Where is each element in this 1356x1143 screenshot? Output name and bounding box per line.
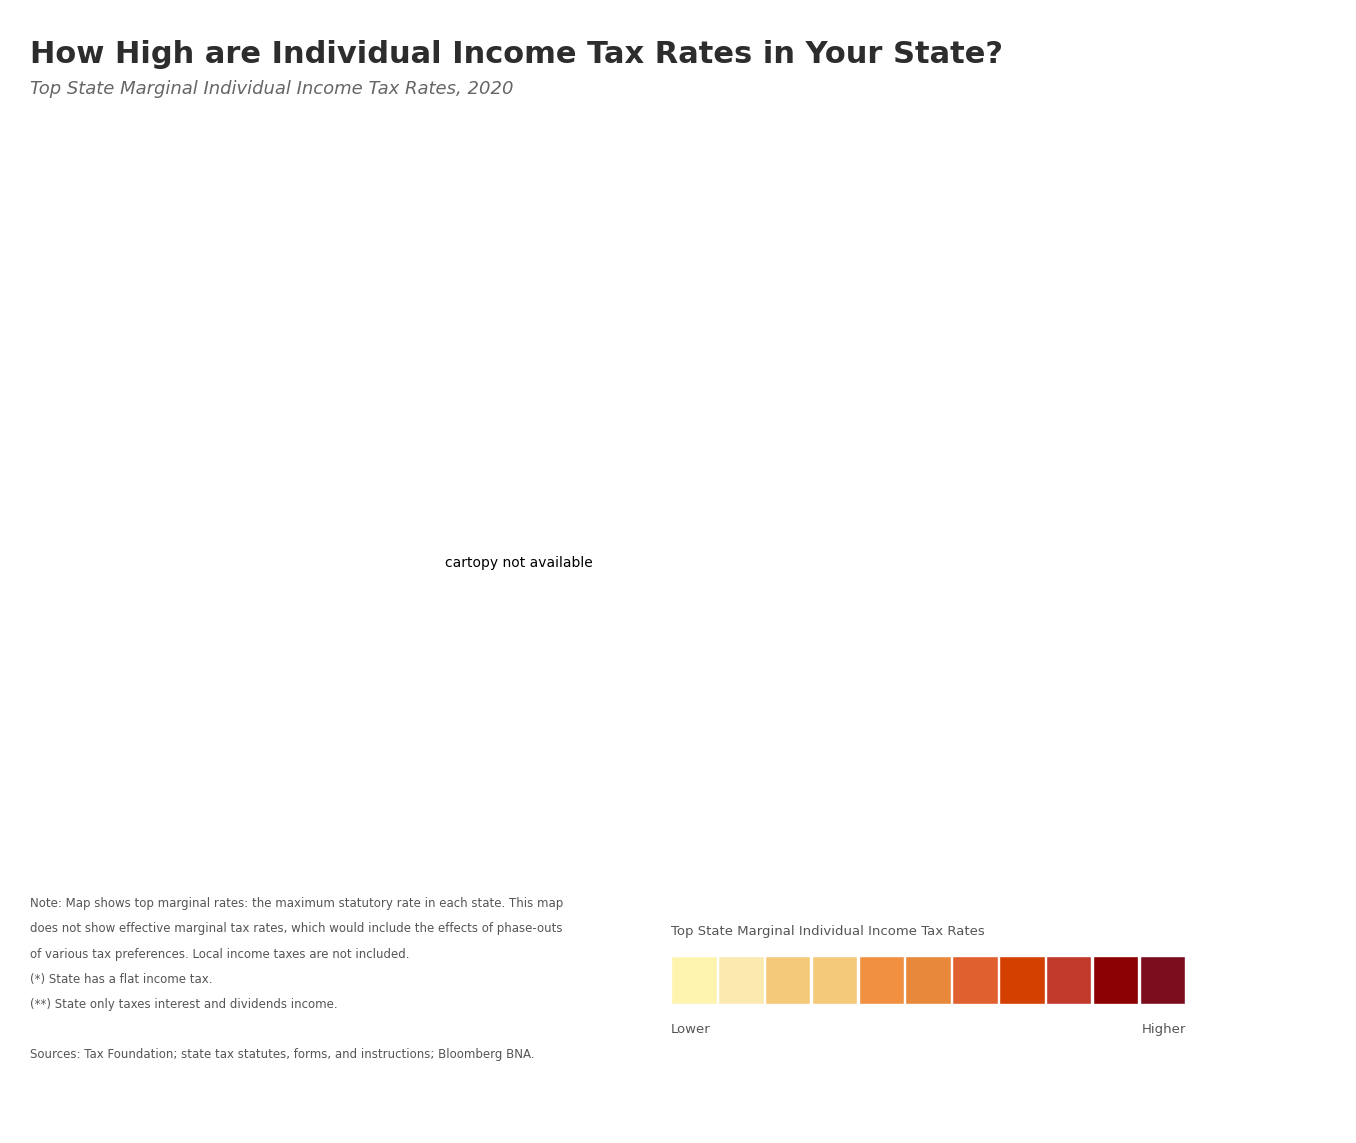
Bar xyxy=(906,956,951,1005)
Bar xyxy=(765,956,811,1005)
Bar xyxy=(999,956,1044,1005)
Text: Higher: Higher xyxy=(1142,1023,1186,1036)
Text: Sources: Tax Foundation; state tax statutes, forms, and instructions; Bloomberg : Sources: Tax Foundation; state tax statu… xyxy=(30,1048,534,1061)
Text: does not show effective marginal tax rates, which would include the effects of p: does not show effective marginal tax rat… xyxy=(30,922,563,935)
Text: cartopy not available: cartopy not available xyxy=(445,555,593,570)
Text: Note: Map shows top marginal rates: the maximum statutory rate in each state. Th: Note: Map shows top marginal rates: the … xyxy=(30,897,563,910)
Bar xyxy=(952,956,998,1005)
Bar xyxy=(671,956,717,1005)
Bar xyxy=(1093,956,1138,1005)
Text: TAX FOUNDATION: TAX FOUNDATION xyxy=(16,1094,224,1114)
Text: Top State Marginal Individual Income Tax Rates, 2020: Top State Marginal Individual Income Tax… xyxy=(30,80,514,98)
Text: Lower: Lower xyxy=(671,1023,711,1036)
Bar xyxy=(719,956,763,1005)
Bar xyxy=(1139,956,1185,1005)
Bar xyxy=(1045,956,1092,1005)
Text: Top State Marginal Individual Income Tax Rates: Top State Marginal Individual Income Tax… xyxy=(671,925,984,937)
Text: @TaxFoundation: @TaxFoundation xyxy=(1191,1095,1340,1113)
Text: How High are Individual Income Tax Rates in Your State?: How High are Individual Income Tax Rates… xyxy=(30,40,1003,69)
Text: (**) State only taxes interest and dividends income.: (**) State only taxes interest and divid… xyxy=(30,998,338,1010)
Text: (*) State has a flat income tax.: (*) State has a flat income tax. xyxy=(30,973,213,985)
Text: of various tax preferences. Local income taxes are not included.: of various tax preferences. Local income… xyxy=(30,948,410,960)
Bar xyxy=(858,956,904,1005)
Bar xyxy=(812,956,857,1005)
